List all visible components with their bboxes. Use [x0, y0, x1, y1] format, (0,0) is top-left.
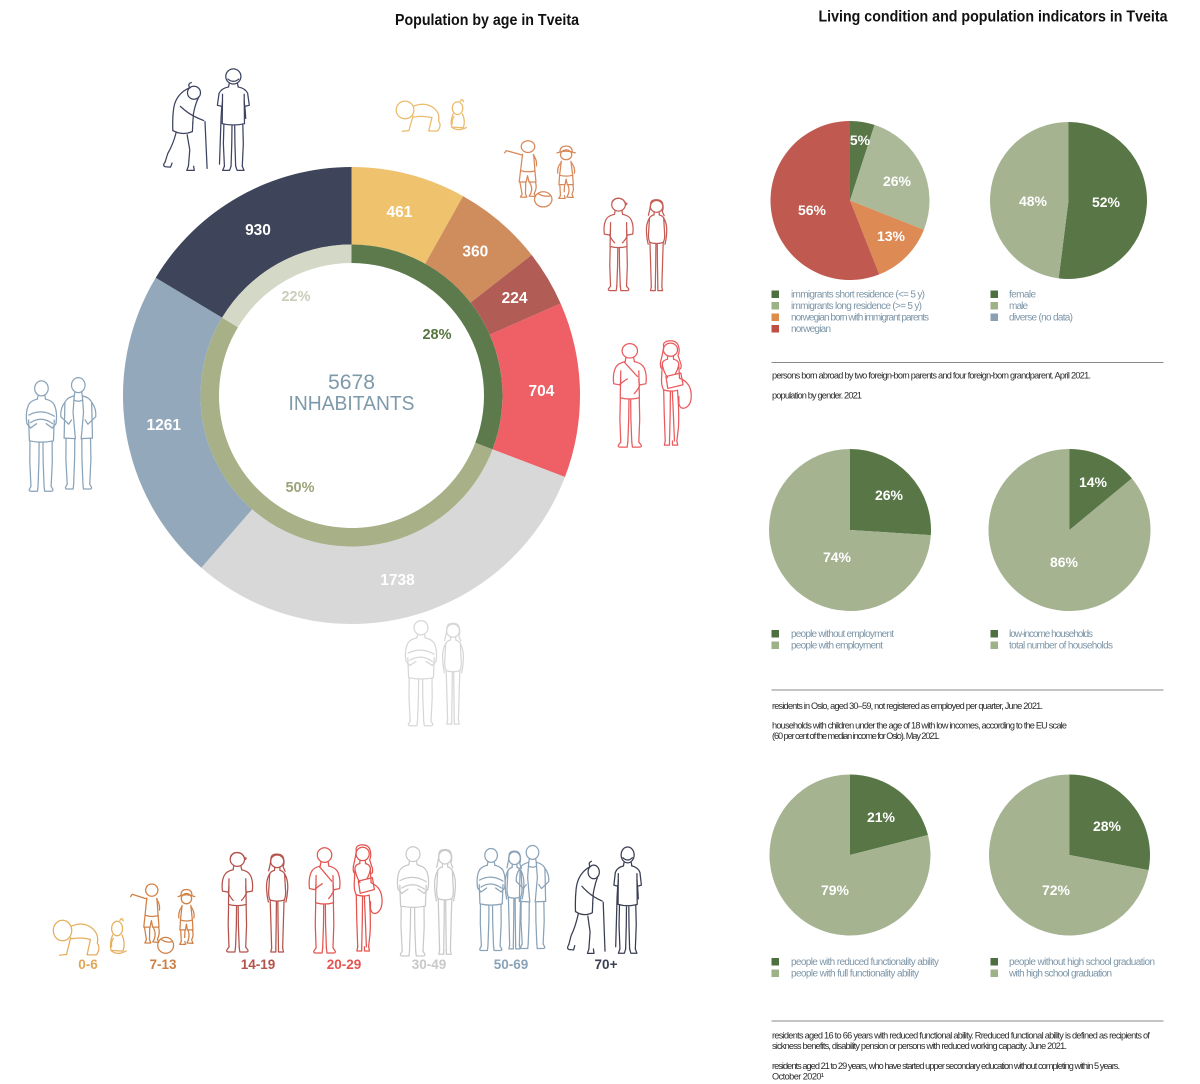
svg-text:14-19: 14-19 [241, 957, 276, 972]
svg-text:72%: 72% [1042, 882, 1071, 898]
svg-text:male: male [1009, 301, 1028, 312]
svg-text:28%: 28% [1093, 818, 1122, 834]
svg-text:residents aged 16 to 66 years: residents aged 16 to 66 years with reduc… [772, 1031, 1150, 1041]
svg-text:20-29: 20-29 [327, 957, 362, 972]
svg-text:Living condition and populatio: Living condition and population indicato… [819, 9, 1168, 26]
svg-text:7-13: 7-13 [149, 957, 177, 972]
svg-text:population by gender. 2021: population by gender. 2021 [772, 391, 862, 401]
svg-text:70+: 70+ [595, 957, 618, 972]
svg-text:13%: 13% [877, 228, 906, 244]
svg-text:total number of households: total number of households [1009, 641, 1113, 652]
svg-text:diverse (no data): diverse (no data) [1009, 313, 1073, 324]
svg-text:52%: 52% [1092, 194, 1121, 210]
svg-text:5%: 5% [850, 132, 871, 148]
svg-text:people with reduced functional: people with reduced functionality abilit… [791, 957, 939, 968]
svg-text:86%: 86% [1050, 554, 1079, 570]
svg-text:female: female [1009, 290, 1036, 301]
svg-text:50-69: 50-69 [494, 957, 529, 972]
svg-text:50%: 50% [285, 480, 314, 496]
svg-text:norwegian: norwegian [791, 324, 831, 335]
svg-text:30-49: 30-49 [412, 957, 447, 972]
svg-text:norwegian born with immigrant: norwegian born with immigrant parents [791, 313, 929, 324]
svg-text:22%: 22% [281, 289, 310, 305]
svg-text:360: 360 [462, 243, 488, 260]
svg-text:79%: 79% [821, 882, 850, 898]
svg-text:56%: 56% [798, 202, 827, 218]
svg-text:48%: 48% [1019, 193, 1048, 209]
svg-text:sickness benefits, disability: sickness benefits, disability pension or… [772, 1041, 1067, 1051]
svg-text:930: 930 [245, 222, 271, 239]
svg-text:14%: 14% [1079, 474, 1108, 490]
svg-text:residents in Oslo, aged 30–59,: residents in Oslo, aged 30–59, not regis… [772, 701, 1043, 711]
svg-text:28%: 28% [422, 327, 451, 343]
svg-text:people with full functionality: people with full functionality ability [791, 969, 919, 980]
svg-text:people without high school gra: people without high school graduation [1009, 957, 1155, 968]
svg-text:26%: 26% [883, 173, 912, 189]
svg-text:Population by age in Tveita: Population by age in Tveita [395, 12, 579, 29]
svg-text:households with children under: households with children under the age o… [772, 721, 1067, 731]
svg-text:low-income households: low-income households [1009, 629, 1093, 640]
svg-text:October 2020¹: October 2020¹ [772, 1072, 824, 1082]
svg-text:persons born abroad by two for: persons born abroad by two foreign-born … [772, 371, 1091, 381]
svg-text:with high school graduation: with high school graduation [1008, 969, 1112, 980]
svg-text:(60 per cent of the median inc: (60 per cent of the median income for Os… [772, 731, 940, 741]
svg-text:residents aged 21 to 29 years,: residents aged 21 to 29 years, who have … [772, 1061, 1120, 1071]
svg-text:people without employment: people without employment [791, 629, 894, 640]
svg-text:224: 224 [502, 290, 528, 307]
svg-text:people with employment: people with employment [791, 641, 883, 652]
svg-text:704: 704 [528, 383, 554, 400]
svg-text:1738: 1738 [380, 572, 415, 589]
svg-text:26%: 26% [875, 487, 904, 503]
svg-text:immigrants long residence (>=: immigrants long residence (>= 5 y) [791, 301, 922, 312]
svg-text:immigrants short residence (<=: immigrants short residence (<= 5 y) [791, 290, 925, 301]
svg-text:INHABITANTS: INHABITANTS [289, 392, 415, 415]
svg-text:21%: 21% [867, 809, 896, 825]
svg-text:5678: 5678 [328, 370, 375, 394]
svg-text:1261: 1261 [147, 417, 182, 434]
svg-text:461: 461 [386, 204, 412, 221]
svg-text:0-6: 0-6 [78, 957, 98, 972]
svg-text:74%: 74% [823, 549, 852, 565]
